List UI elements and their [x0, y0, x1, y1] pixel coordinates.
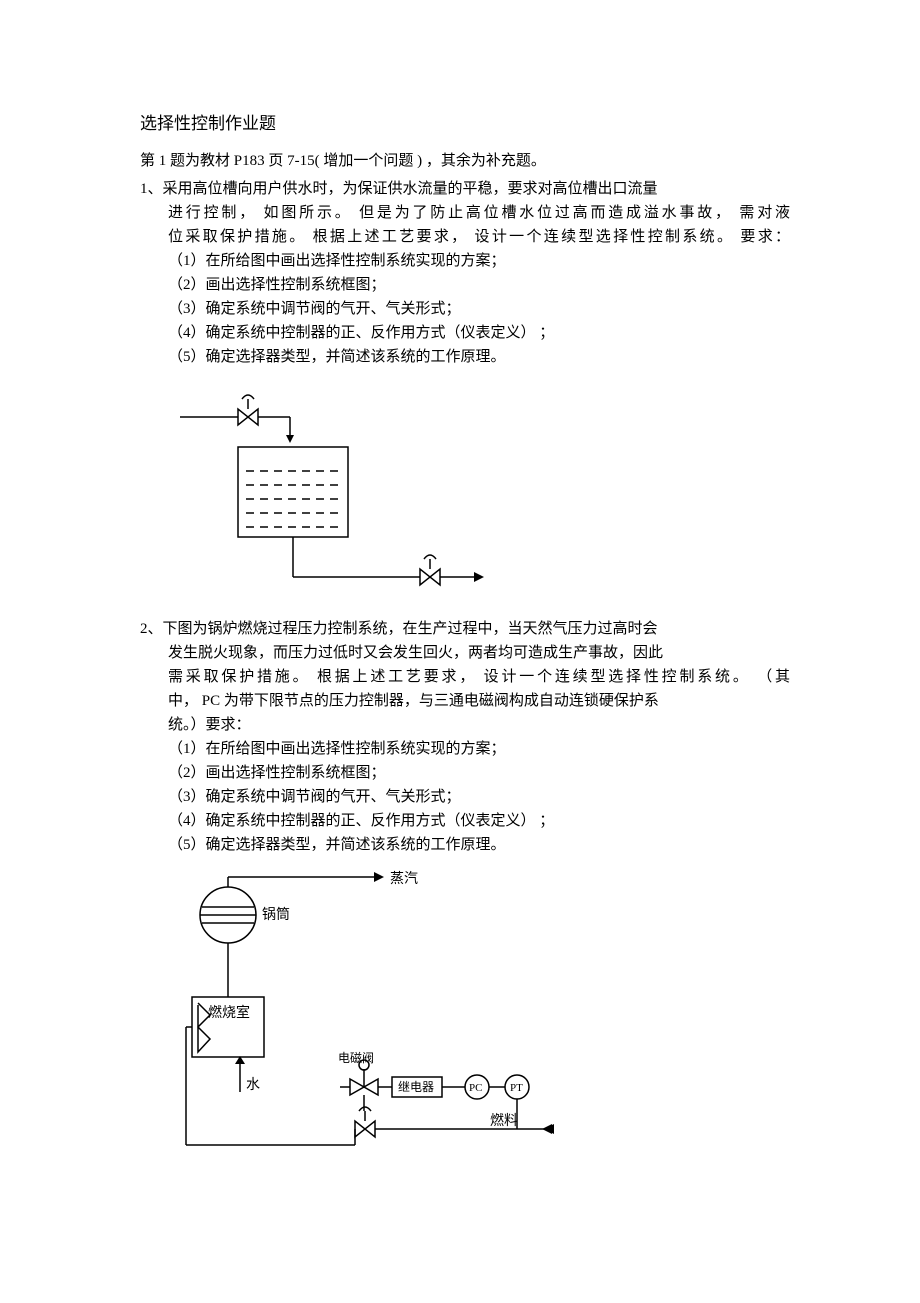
req-item: （1）在所给图中画出选择性控制系统实现的方案；	[168, 249, 790, 273]
page-title: 选择性控制作业题	[140, 110, 790, 137]
req-item: （1）在所给图中画出选择性控制系统实现的方案；	[168, 737, 790, 761]
problem-line: 中， PC 为带下限节点的压力控制器，与三通电磁阀构成自动连锁硬保护系	[140, 689, 790, 713]
text-span: 需采取保护措施。	[168, 669, 310, 685]
diagram-tank	[180, 379, 790, 599]
req-item: （3）确定系统中调节阀的气开、气关形式；	[168, 785, 790, 809]
problem-line: 2、下图为锅炉燃烧过程压力控制系统，在生产过程中，当天然气压力过高时会	[140, 617, 790, 641]
problem-line: 统。）要求：	[140, 713, 790, 737]
text-span: 但是为了防止高位槽水位过高而造成溢水事故，	[359, 205, 733, 221]
problem-line: 位采取保护措施。 根据上述工艺要求， 设计一个连续型选择性控制系统。 要求：	[140, 225, 790, 249]
text-span: 位采取保护措施。	[168, 229, 307, 245]
label-pt: PT	[510, 1082, 523, 1094]
problem-text: 下图为锅炉燃烧过程压力控制系统，在生产过程中，当天然气压力过高时会	[163, 621, 658, 637]
label-pc: PC	[469, 1082, 482, 1094]
label-steam: 蒸汽	[390, 871, 418, 887]
req-item: （2）画出选择性控制系统框图；	[168, 273, 790, 297]
req-item: （4）确定系统中控制器的正、反作用方式（仪表定义） ；	[168, 321, 790, 345]
problem-number: 2、	[140, 621, 163, 637]
label-combustion: 燃烧室	[208, 1004, 250, 1021]
text-span: 设计一个连续型选择性控制系统。	[484, 669, 751, 685]
req-item: （2）画出选择性控制系统框图；	[168, 761, 790, 785]
problem-1: 1、采用高位槽向用户供水时，为保证供水流量的平稳，要求对高位槽出口流量 进行控制…	[140, 177, 790, 369]
problem-text: 采用高位槽向用户供水时，为保证供水流量的平稳，要求对高位槽出口流量	[163, 181, 658, 197]
diagram-boiler: 蒸汽 锅筒 燃烧室 水 电磁阀 继电器 PC PT 燃料	[180, 867, 790, 1167]
requirements-list: （1）在所给图中画出选择性控制系统实现的方案； （2）画出选择性控制系统框图； …	[140, 249, 790, 369]
text-span: 根据上述工艺要求，	[313, 229, 469, 245]
text-span: （其	[757, 669, 790, 685]
text-span: 要求：	[740, 229, 790, 245]
label-fuel: 燃料	[490, 1112, 518, 1129]
text-span: 设计一个连续型选择性控制系统。	[475, 229, 735, 245]
requirements-list: （1）在所给图中画出选择性控制系统实现的方案； （2）画出选择性控制系统框图； …	[140, 737, 790, 857]
text-span: 进行控制，	[168, 205, 257, 221]
text-span: 如图所示。	[264, 205, 353, 221]
req-item: （5）确定选择器类型，并简述该系统的工作原理。	[168, 833, 790, 857]
problem-line: 1、采用高位槽向用户供水时，为保证供水流量的平稳，要求对高位槽出口流量	[140, 177, 790, 201]
text-span: 需对液	[739, 205, 790, 221]
problem-line: 发生脱火现象，而压力过低时又会发生回火，两者均可造成生产事故，因此	[140, 641, 790, 665]
req-item: （5）确定选择器类型，并简述该系统的工作原理。	[168, 345, 790, 369]
problem-2: 2、下图为锅炉燃烧过程压力控制系统，在生产过程中，当天然气压力过高时会 发生脱火…	[140, 617, 790, 857]
label-solenoid: 电磁阀	[338, 1050, 374, 1065]
label-relay: 继电器	[398, 1080, 434, 1094]
req-item: （3）确定系统中调节阀的气开、气关形式；	[168, 297, 790, 321]
label-water: 水	[246, 1077, 260, 1093]
text-span: 根据上述工艺要求，	[317, 669, 477, 685]
problem-line: 需采取保护措施。 根据上述工艺要求， 设计一个连续型选择性控制系统。 （其	[140, 665, 790, 689]
label-drum: 锅筒	[262, 906, 290, 923]
problem-number: 1、	[140, 181, 163, 197]
problem-line: 进行控制， 如图所示。 但是为了防止高位槽水位过高而造成溢水事故， 需对液	[140, 201, 790, 225]
intro-text: 第 1 题为教材 P183 页 7-15( 增加一个问题 ) ，其余为补充题。	[140, 149, 790, 173]
req-item: （4）确定系统中控制器的正、反作用方式（仪表定义） ；	[168, 809, 790, 833]
